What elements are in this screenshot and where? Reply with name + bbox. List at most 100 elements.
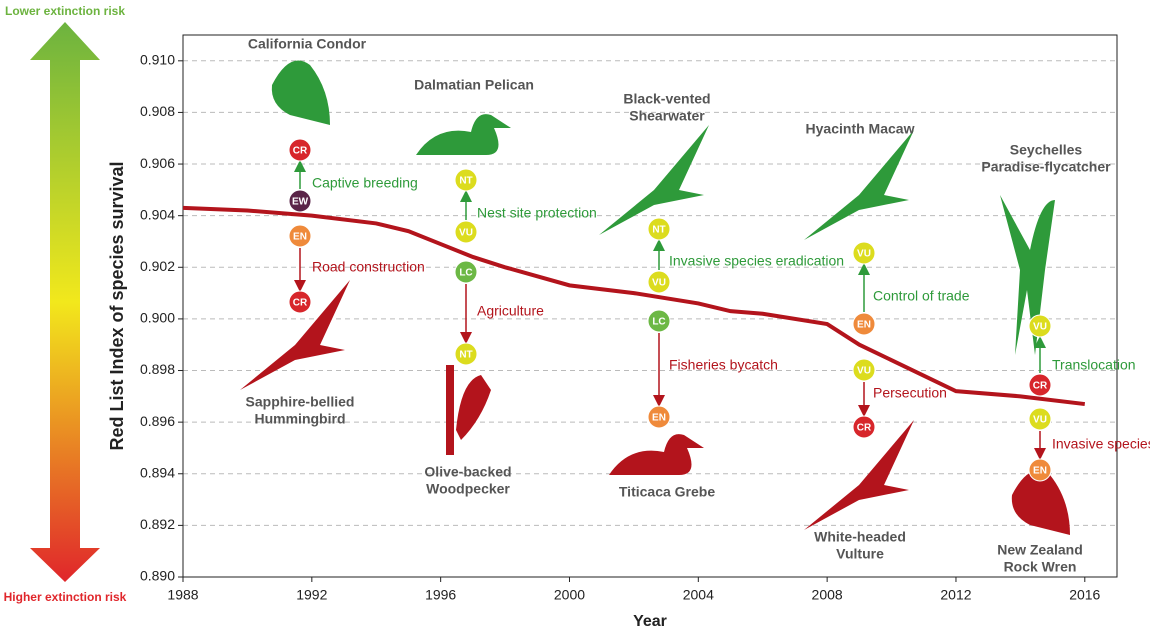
- plot-frame: [182, 34, 1118, 578]
- driver-label: Nest site protection: [477, 205, 597, 221]
- y-tick-label: 0.904: [140, 206, 175, 222]
- species-name: Olive-backed: [424, 464, 511, 480]
- status-circle: [852, 312, 876, 336]
- status-circle: [454, 168, 478, 192]
- driver-label: Road construction: [312, 259, 425, 275]
- bird-silhouette: [416, 114, 511, 155]
- status-circle: [852, 241, 876, 265]
- status-label: CR: [293, 146, 308, 157]
- x-tick-label: 2008: [812, 587, 843, 603]
- status-circle: [1028, 373, 1052, 397]
- status-circle: [1028, 314, 1052, 338]
- driver-label: Control of trade: [873, 288, 970, 304]
- driver-label: Translocation: [1052, 357, 1136, 373]
- x-tick-label: 2012: [940, 587, 971, 603]
- y-tick-label: 0.894: [140, 464, 175, 480]
- status-circle: [454, 220, 478, 244]
- x-tick-label: 2000: [554, 587, 585, 603]
- driver-label: Agriculture: [477, 303, 544, 319]
- status-label: LC: [459, 268, 472, 279]
- status-label: EW: [292, 197, 309, 208]
- status-circle: [288, 224, 312, 248]
- status-circle: [1028, 407, 1052, 431]
- y-tick-label: 0.910: [140, 52, 175, 68]
- rli-line: [182, 205, 1086, 407]
- bird-silhouette: [271, 60, 330, 125]
- bird-silhouette: [599, 125, 709, 235]
- driver-label: Invasive species: [1052, 436, 1150, 452]
- status-label: EN: [293, 232, 307, 243]
- y-tick-label: 0.906: [140, 155, 175, 171]
- bird-silhouette: [1011, 470, 1070, 535]
- species-name: Sapphire-bellied: [246, 394, 355, 410]
- species-name: Titicaca Grebe: [619, 484, 715, 500]
- status-label: VU: [459, 228, 473, 239]
- species-name: California Condor: [248, 36, 367, 52]
- status-circle: [647, 405, 671, 429]
- status-circle: [288, 189, 312, 213]
- status-label: VU: [857, 366, 871, 377]
- species-name: Shearwater: [629, 108, 705, 124]
- species-name: White-headed: [814, 529, 906, 545]
- status-label: VU: [1033, 322, 1047, 333]
- status-circle: [647, 270, 671, 294]
- status-label: NT: [652, 225, 665, 236]
- status-circle: [647, 309, 671, 333]
- driver-label: Fisheries bycatch: [669, 357, 778, 373]
- species-name: Woodpecker: [426, 481, 510, 497]
- y-tick-label: 0.902: [140, 258, 175, 274]
- species-name: New Zealand: [997, 542, 1083, 558]
- x-tick-label: 1992: [296, 587, 327, 603]
- risk-arrow: [30, 22, 100, 582]
- status-circle: [288, 290, 312, 314]
- y-tick-label: 0.892: [140, 516, 175, 532]
- status-label: CR: [857, 423, 872, 434]
- status-label: VU: [1033, 415, 1047, 426]
- status-label: EN: [857, 320, 871, 331]
- x-tick-label: 2016: [1069, 587, 1100, 603]
- species-name: Vulture: [836, 546, 884, 562]
- driver-label: Invasive species eradication: [669, 253, 844, 269]
- bird-silhouette: [609, 434, 704, 475]
- species-name: Paradise-flycatcher: [981, 159, 1111, 175]
- y-tick-label: 0.890: [140, 568, 175, 584]
- status-label: VU: [857, 249, 871, 260]
- status-label: EN: [1033, 466, 1047, 477]
- status-label: EN: [652, 413, 666, 424]
- x-tick-label: 2004: [683, 587, 714, 603]
- x-tick-label: 1988: [167, 587, 198, 603]
- status-label: NT: [459, 176, 472, 187]
- bird-silhouette: [804, 130, 914, 240]
- status-circle: [647, 217, 671, 241]
- x-axis-title: Year: [633, 613, 667, 630]
- species-name: Black-vented: [623, 91, 710, 107]
- species-name: Hyacinth Macaw: [806, 121, 915, 137]
- y-tick-label: 0.900: [140, 310, 175, 326]
- species-name: Dalmatian Pelican: [414, 77, 534, 93]
- status-circle: [454, 260, 478, 284]
- risk-bottom-label: Higher extinction risk: [4, 590, 127, 604]
- status-label: NT: [459, 350, 472, 361]
- status-label: LC: [652, 317, 665, 328]
- status-circle: [852, 415, 876, 439]
- status-label: VU: [652, 278, 666, 289]
- risk-top-label: Lower extinction risk: [5, 4, 125, 18]
- status-circle: [852, 358, 876, 382]
- bird-silhouette: [446, 365, 491, 455]
- status-circle: [1028, 458, 1052, 482]
- y-tick-label: 0.896: [140, 413, 175, 429]
- x-tick-label: 1996: [425, 587, 456, 603]
- status-label: CR: [293, 298, 308, 309]
- species-name: Seychelles: [1010, 142, 1083, 158]
- status-label: CR: [1033, 381, 1048, 392]
- driver-label: Captive breeding: [312, 175, 418, 191]
- y-tick-label: 0.898: [140, 361, 175, 377]
- y-axis-title: Red List Index of species survival: [107, 161, 127, 450]
- status-circle: [288, 138, 312, 162]
- driver-label: Persecution: [873, 385, 947, 401]
- status-circle: [454, 342, 478, 366]
- species-name: Rock Wren: [1004, 559, 1077, 575]
- bird-silhouette: [1000, 195, 1055, 355]
- y-tick-label: 0.908: [140, 103, 175, 119]
